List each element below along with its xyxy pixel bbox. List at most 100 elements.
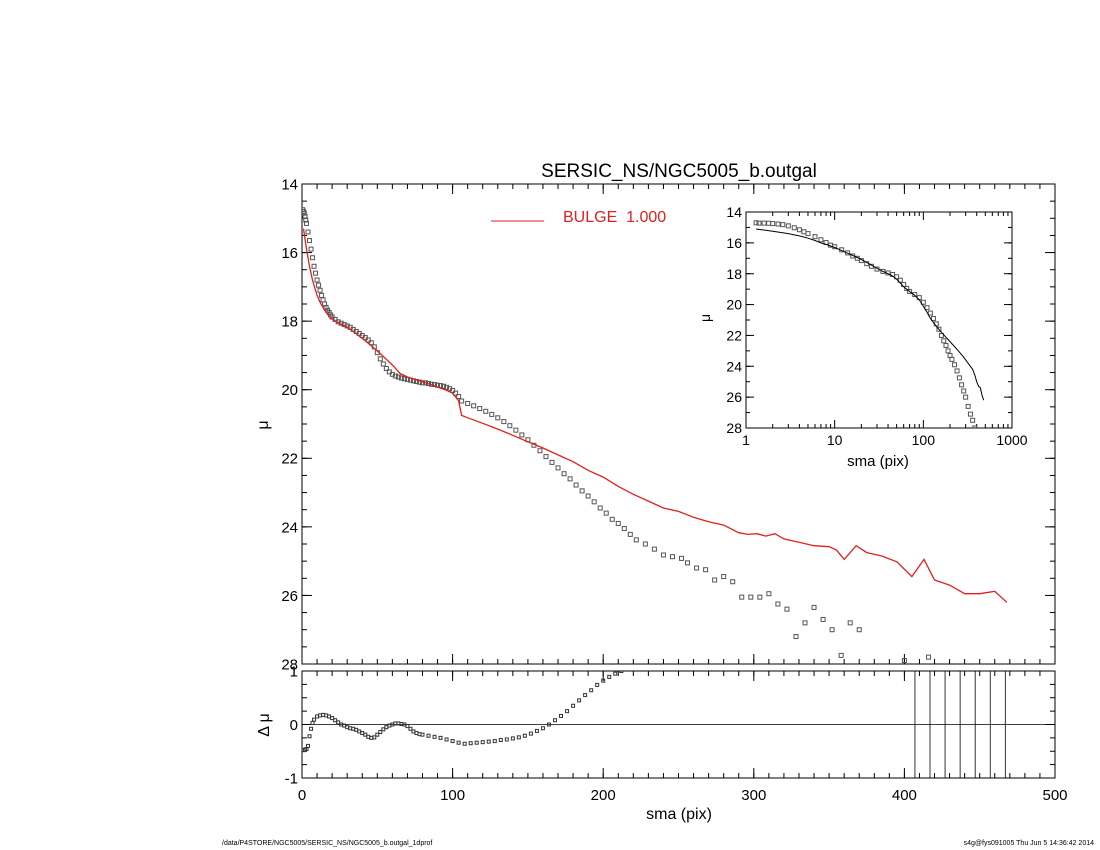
inset-data-point <box>818 237 824 243</box>
main-data-point <box>392 373 398 379</box>
main-data-point <box>555 465 561 471</box>
main-data-point <box>383 365 389 371</box>
residual-data-point <box>516 735 521 740</box>
main-data-point <box>489 411 495 417</box>
inset-data-point <box>904 285 910 291</box>
inset-data-point <box>801 229 807 235</box>
residual-data-point <box>510 736 515 741</box>
main-data-point <box>471 403 477 409</box>
main-data-point <box>501 419 507 425</box>
main-data-point <box>495 415 501 421</box>
main-data-point <box>802 620 808 626</box>
residual-data-point <box>480 740 485 745</box>
x-tick-label: 0 <box>298 787 306 804</box>
main-data-point <box>444 384 450 390</box>
inset-data-point <box>941 338 947 344</box>
main-data-point <box>513 427 519 433</box>
residual-data-point <box>336 720 341 725</box>
main-data-point <box>313 270 319 276</box>
main-data-point <box>320 297 326 303</box>
residual-data-point <box>450 739 455 744</box>
main-data-point <box>308 246 314 252</box>
residual-data-point <box>462 741 467 746</box>
residual-data-point <box>522 733 527 738</box>
main-data-point <box>615 520 621 526</box>
residual-data-point <box>372 735 377 740</box>
y-tick-label: 16 <box>726 235 742 251</box>
inset-data-point <box>943 342 949 348</box>
main-data-point <box>567 476 573 482</box>
main-data-point <box>609 516 615 522</box>
main-data-point <box>459 398 465 404</box>
x-tick-label: 1000 <box>996 432 1027 448</box>
inset-x-axis-label: sma (pix) <box>847 453 909 470</box>
inset-data-point <box>770 221 776 227</box>
x-tick-label: 300 <box>741 787 766 804</box>
residual-data-point <box>310 720 315 725</box>
main-data-point <box>573 482 579 488</box>
residual-data-point <box>312 717 317 722</box>
x-tick-label: 10 <box>827 432 843 448</box>
main-data-point <box>453 390 459 396</box>
residual-data-point <box>486 739 491 744</box>
x-tick-label: 200 <box>591 787 616 804</box>
inset-data-point <box>927 310 933 316</box>
residual-data-point <box>309 726 314 731</box>
residual-data-point <box>420 732 425 737</box>
x-axis-label: sma (pix) <box>646 806 712 823</box>
main-data-point <box>730 579 736 585</box>
inset-data-point <box>753 220 759 226</box>
main-data-point <box>721 574 727 580</box>
x-tick-label: 500 <box>1042 787 1067 804</box>
x-tick-label: 400 <box>892 787 917 804</box>
main-data-point <box>784 606 790 612</box>
y-tick-label: 20 <box>281 382 298 399</box>
residual-data-point <box>306 743 311 748</box>
residual-data-point <box>405 724 410 729</box>
main-data-point <box>694 565 700 571</box>
main-data-point <box>302 214 308 220</box>
main-data-point <box>543 454 549 460</box>
main-data-point <box>651 546 657 552</box>
main-data-point <box>585 493 591 499</box>
y-tick-label: 0 <box>290 717 298 734</box>
residual-data-point <box>363 732 368 737</box>
main-data-point <box>365 337 371 343</box>
main-data-point <box>519 432 525 438</box>
inset-data-point <box>972 425 978 428</box>
inset-data-point <box>956 375 962 381</box>
residual-data-point <box>408 726 413 731</box>
residual-data-point <box>468 741 473 746</box>
residual-data-point <box>498 738 503 743</box>
residual-data-point <box>607 674 612 679</box>
inset-data-point <box>959 382 965 388</box>
main-data-point <box>811 604 817 610</box>
main-data-point <box>856 627 862 633</box>
main-data-point <box>483 408 489 414</box>
residual-data-point <box>432 734 437 739</box>
residual-data-point <box>601 678 606 683</box>
inset-model-line <box>756 228 985 401</box>
main-model-line <box>302 228 1008 603</box>
main-data-point <box>642 541 648 547</box>
inset-data-point <box>766 220 772 226</box>
residual-data-point <box>438 735 443 740</box>
inset-data-point <box>961 388 967 394</box>
residual-data-point <box>595 682 600 687</box>
inset-data-point <box>938 332 944 338</box>
main-data-point <box>319 292 325 298</box>
inset-data-point <box>780 222 786 228</box>
residual-data-point <box>426 733 431 738</box>
residual-data-point <box>492 739 497 744</box>
main-profile-panel: 14 16 18 20 22 24 26 28 <box>281 176 1056 673</box>
main-data-point <box>739 594 745 600</box>
inset-data-point <box>952 362 958 368</box>
inset-data-point <box>812 234 818 240</box>
residual-data-point <box>375 732 380 737</box>
main-data-point <box>838 652 844 658</box>
main-data-point <box>368 340 374 346</box>
main-data-point <box>712 577 718 583</box>
main-data-point <box>901 658 907 664</box>
y-tick-label: 28 <box>726 420 742 436</box>
